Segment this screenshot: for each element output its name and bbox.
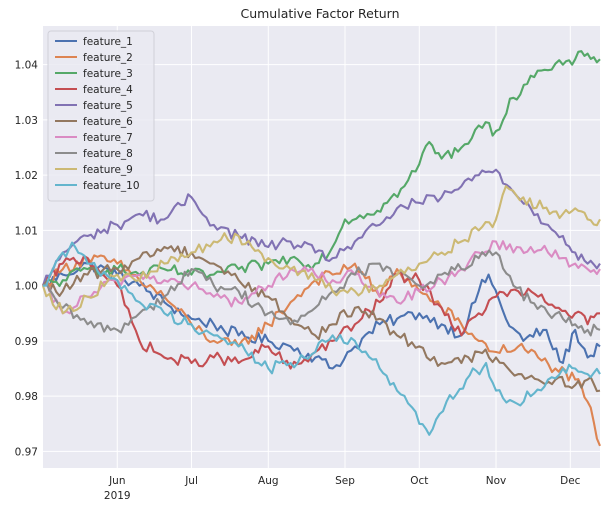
y-tick-label: 1.02 (15, 170, 38, 182)
axis-ticks: 0.97 0.98 0.99 1.00 1.01 1.02 1.03 1.04 Jun 2019 J… (15, 60, 581, 502)
chart-title: Cumulative Factor Return (240, 6, 399, 21)
x-tick-label: Oct (410, 475, 428, 487)
series-line-feature-6 (42, 245, 601, 393)
legend-label: feature_10 (83, 180, 140, 192)
series-line-feature-9 (41, 185, 601, 315)
legend-label: feature_2 (83, 52, 133, 64)
legend-label: feature_8 (83, 148, 133, 160)
series-lines (41, 50, 601, 447)
legend: feature_1 feature_2 feature_3 feature_4feat… (47, 30, 155, 202)
y-tick-label: 1.01 (15, 225, 38, 237)
series-line-feature-4 (42, 255, 601, 370)
legend-label: feature_6 (83, 116, 133, 128)
y-tick-label: 1.00 (15, 281, 38, 293)
series-line-feature-7 (42, 240, 601, 315)
legend-label: feature_4 (83, 84, 133, 96)
series-line-feature-8 (42, 249, 601, 337)
x-tick-sublabel: 2019 (104, 490, 131, 502)
x-tick-label: Dec (560, 475, 581, 487)
y-tick-label: 1.03 (15, 115, 38, 127)
y-tick-label: 0.99 (15, 336, 38, 348)
x-tick-label: Aug (258, 475, 279, 487)
x-tick-label: Nov (486, 475, 507, 487)
y-tick-label: 0.97 (15, 446, 38, 458)
legend-label: feature_3 (83, 68, 133, 80)
x-tick-label: Jul (184, 475, 198, 487)
y-tick-label: 0.98 (15, 391, 38, 403)
legend-label: feature_1 (83, 36, 133, 48)
x-tick-label: Jun (108, 475, 125, 487)
legend-label: feature_9 (83, 164, 133, 176)
legend-label: feature_5 (83, 100, 133, 112)
series-line-feature-10 (42, 241, 601, 436)
x-tick-label: Sep (335, 475, 355, 487)
legend-label: feature_7 (83, 132, 133, 144)
y-tick-label: 1.04 (15, 60, 39, 72)
